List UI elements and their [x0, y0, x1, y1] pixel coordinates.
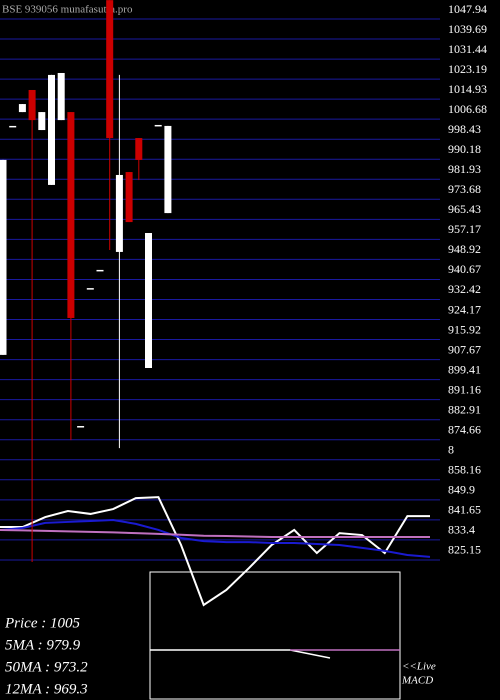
candle-body	[115, 174, 123, 252]
y-tick-label: 849.9	[448, 483, 475, 497]
y-tick-label: 882.91	[448, 402, 481, 416]
y-tick-label: 981.93	[448, 162, 481, 176]
y-tick-label: 1023.19	[448, 62, 487, 76]
candle-body	[18, 104, 26, 113]
indicator-line	[0, 496, 430, 607]
y-tick-label: 998.43	[448, 122, 481, 136]
stat-text: 5MA : 979.9	[5, 637, 81, 653]
candle-body	[67, 112, 75, 318]
y-tick-label: 915.92	[448, 322, 481, 336]
candle-body	[135, 138, 143, 160]
y-tick-label: 8	[448, 443, 454, 457]
candle-body	[57, 72, 65, 121]
candle-body	[106, 0, 114, 139]
indicator-line	[0, 528, 430, 538]
candle-body	[38, 112, 46, 131]
y-tick-label: 973.68	[448, 182, 481, 196]
candle-body	[145, 232, 152, 368]
y-tick-label: 899.41	[448, 362, 481, 376]
y-tick-label: 940.67	[448, 262, 481, 276]
y-tick-label: 1039.69	[448, 22, 487, 36]
stat-text: 50MA : 973.2	[5, 659, 88, 675]
candle-body	[28, 89, 36, 121]
candle-body	[48, 74, 55, 185]
y-tick-label: 833.4	[448, 523, 475, 537]
chart-title: BSE 939056 munafasutra.pro	[2, 4, 133, 16]
y-tick-label: 874.66	[448, 422, 481, 436]
macd-label: <<Live	[402, 661, 436, 673]
y-tick-label: 891.16	[448, 382, 481, 396]
candle-body	[77, 426, 85, 428]
candle-body	[9, 125, 17, 128]
indicator-line	[0, 518, 431, 558]
y-tick-label: 1047.94	[448, 2, 487, 16]
y-tick-label: 858.16	[448, 463, 481, 477]
y-tick-label: 948.92	[448, 242, 481, 256]
y-tick-label: 1014.93	[448, 82, 487, 96]
candle-body	[154, 124, 162, 127]
stat-text: Price : 1005	[4, 615, 80, 631]
y-tick-label: 924.17	[448, 302, 481, 316]
macd-box	[149, 571, 401, 700]
y-tick-label: 1006.68	[448, 102, 487, 116]
candle-body	[86, 288, 94, 290]
candle-body	[0, 159, 7, 355]
y-tick-label: 1031.44	[448, 42, 487, 56]
y-tick-label: 825.15	[448, 543, 481, 557]
y-tick-label: 841.65	[448, 503, 481, 517]
candle-body	[164, 125, 172, 214]
y-tick-label: 932.42	[448, 282, 481, 296]
y-tick-label: 965.43	[448, 202, 481, 216]
candle-body	[96, 269, 104, 272]
macd-label: MACD	[401, 675, 433, 687]
y-tick-label: 957.17	[448, 222, 481, 236]
y-tick-label: 990.18	[448, 142, 481, 156]
stat-text: 12MA : 969.3	[5, 681, 88, 697]
y-tick-label: 907.67	[448, 342, 481, 356]
candle-body	[125, 172, 133, 223]
